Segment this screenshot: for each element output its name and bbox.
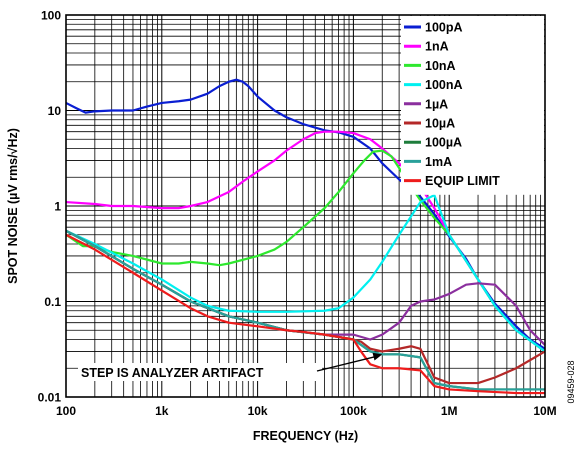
- annotation-bg: [78, 363, 322, 381]
- legend-label: 100nA: [425, 78, 463, 92]
- y-tick-label: 0.1: [44, 295, 61, 309]
- annotation-arrow-line: [316, 355, 377, 372]
- legend-label: 10µA: [425, 117, 455, 131]
- y-tick-label: 100: [41, 9, 61, 23]
- x-tick-label: 10M: [533, 404, 556, 418]
- series-line-3: [65, 194, 546, 353]
- tick-labels: 100 1k 10k 100k 1M 10M 0.01 0.1 1 10 100: [38, 9, 557, 419]
- y-tick-label: 0.01: [38, 391, 62, 405]
- annotation-arrow-head: [372, 352, 383, 361]
- annotation-text: STEP IS ANALYZER ARTIFACT: [81, 366, 264, 380]
- series-lines: [65, 78, 546, 395]
- series-line-4: [65, 229, 546, 346]
- grid: [65, 15, 545, 398]
- y-axis-label: SPOT NOISE (µV rms/√Hz): [6, 128, 20, 284]
- legend-label: 1nA: [425, 40, 449, 54]
- legend-label: EQUIP LIMIT: [425, 174, 500, 188]
- x-tick-label: 1k: [155, 404, 169, 418]
- series-line-5: [65, 229, 546, 385]
- y-tick-label: 10: [48, 104, 62, 118]
- annotation: STEP IS ANALYZER ARTIFACT: [78, 352, 383, 381]
- legend-label: 1µA: [425, 97, 448, 111]
- legend: 100pA 1nA 10nA 100nA 1µA 10µA 100µA 1mA EQUIP LI…: [401, 16, 544, 195]
- legend-label: 100pA: [425, 21, 463, 35]
- x-tick-label: 100: [56, 404, 76, 418]
- x-tick-label: 100k: [340, 404, 367, 418]
- x-tick-label: 10k: [248, 404, 268, 418]
- figure-id: 09459-028: [566, 360, 576, 403]
- plot-frame: [65, 14, 546, 398]
- legend-label: 10nA: [425, 59, 456, 73]
- y-tick-label: 1: [54, 200, 61, 214]
- legend-box: [401, 16, 544, 195]
- x-axis-label: FREQUENCY (Hz): [253, 429, 358, 443]
- series-line-2: [65, 149, 546, 353]
- series-line-1: [65, 130, 546, 353]
- series-line-8: [65, 233, 545, 395]
- legend-label: 100µA: [425, 136, 462, 150]
- x-tick-label: 1M: [441, 404, 458, 418]
- legend-label: 1mA: [425, 155, 452, 169]
